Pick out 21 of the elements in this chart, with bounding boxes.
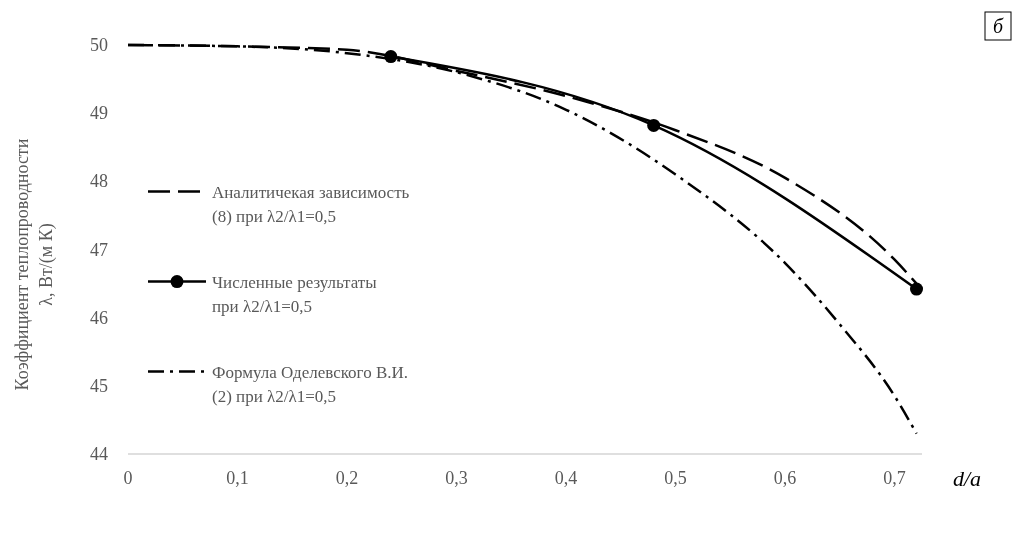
y-tick-label: 49 xyxy=(90,103,108,124)
y-tick-label: 45 xyxy=(90,375,108,396)
y-tick-label: 50 xyxy=(90,35,108,55)
x-tick-label: 0,7 xyxy=(883,468,906,488)
text: б xyxy=(992,15,1004,37)
x-tick-label: 0,2 xyxy=(335,468,359,488)
x-tick-label: 0,6 xyxy=(773,468,797,488)
x-axis-title: d/a xyxy=(952,466,982,491)
legend-label: Численные результаты при λ2/λ1=0,5 xyxy=(212,272,378,316)
x-tick-label: 0 xyxy=(123,468,133,488)
x-tick-label: 0,3 xyxy=(445,468,468,488)
y-tick-label: 48 xyxy=(90,171,108,192)
x-tick-label: 0,1 xyxy=(226,468,249,488)
y-tick-label: 46 xyxy=(90,307,108,328)
x-tick-label: 0,5 xyxy=(664,468,687,488)
y-tick-label: 47 xyxy=(90,239,108,260)
y-tick-label: 44 xyxy=(90,444,108,464)
x-tick-label: 0,4 xyxy=(554,468,578,488)
legend-label: Формула Оделевского В.И. (2) при λ2/λ1=0,5 xyxy=(212,362,409,406)
legend-label: Аналитичекая зависимость (8) при λ2/λ1=0,5 xyxy=(212,182,410,226)
y-axis-title: Коэффициент теплопроводности λ, Вт/(м К) xyxy=(12,138,57,391)
